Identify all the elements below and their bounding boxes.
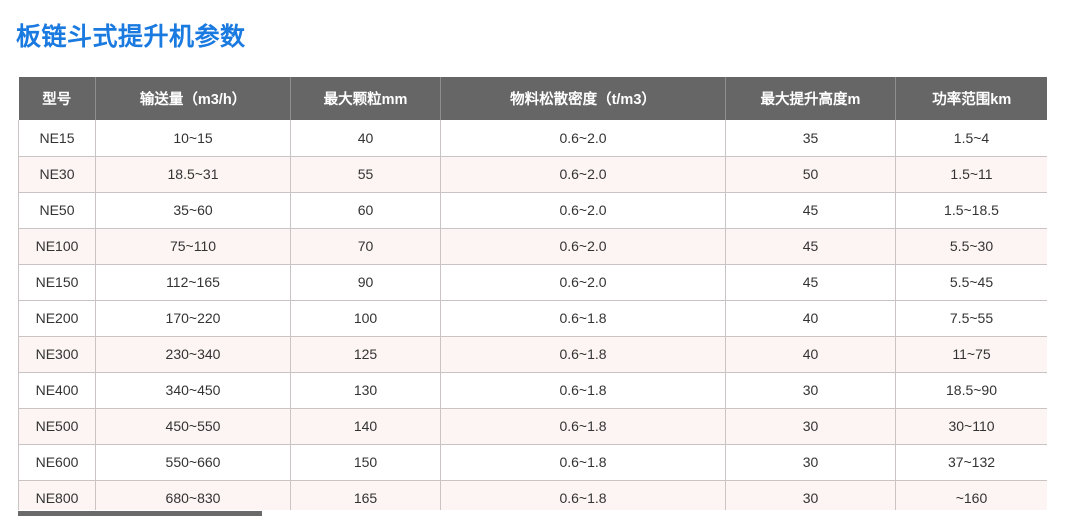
page-title: 板链斗式提升机参数 <box>16 23 246 51</box>
cell-max-particle: 130 <box>290 372 441 409</box>
cell-model: NE100 <box>18 228 96 265</box>
cell-model: NE200 <box>18 300 96 337</box>
cell-max-height: 30 <box>725 444 896 481</box>
cell-model: NE800 <box>18 480 96 510</box>
cell-max-particle: 60 <box>290 192 441 229</box>
cell-model: NE15 <box>18 120 96 157</box>
cell-capacity: 340~450 <box>95 372 291 409</box>
cell-max-height: 30 <box>725 372 896 409</box>
table-row: NE500 450~550 140 0.6~1.8 30 30~110 <box>18 408 1047 445</box>
cell-bulk-density: 0.6~2.0 <box>440 264 726 301</box>
table-header: 型号 输送量（m3/h） 最大颗粒mm 物料松散密度（t/m3） 最大提升高度m… <box>18 77 1047 120</box>
table-body: NE15 10~15 40 0.6~2.0 35 1.5~4 NE30 18.5~31 55 0.… <box>18 120 1047 510</box>
cell-max-particle: 70 <box>290 228 441 265</box>
table-row: NE100 75~110 70 0.6~2.0 45 5.5~30 <box>18 228 1047 265</box>
cell-max-particle: 140 <box>290 408 441 445</box>
cell-power-range: 30~110 <box>895 408 1047 445</box>
cell-capacity: 550~660 <box>95 444 291 481</box>
cell-power-range: 18.5~90 <box>895 372 1047 409</box>
cell-max-height: 30 <box>725 408 896 445</box>
cell-bulk-density: 0.6~1.8 <box>440 372 726 409</box>
spec-table: 型号 输送量（m3/h） 最大颗粒mm 物料松散密度（t/m3） 最大提升高度m… <box>18 77 1047 510</box>
column-header-max-height: 最大提升高度m <box>725 77 896 120</box>
cell-max-particle: 40 <box>290 120 441 157</box>
cell-model: NE30 <box>18 156 96 193</box>
table-header-row: 型号 输送量（m3/h） 最大颗粒mm 物料松散密度（t/m3） 最大提升高度m… <box>18 77 1047 120</box>
cell-model: NE500 <box>18 408 96 445</box>
cell-bulk-density: 0.6~2.0 <box>440 192 726 229</box>
horizontal-scrollbar-track[interactable] <box>18 511 1047 517</box>
cell-bulk-density: 0.6~2.0 <box>440 228 726 265</box>
cell-max-height: 45 <box>725 192 896 229</box>
column-header-bulk-density: 物料松散密度（t/m3） <box>440 77 726 120</box>
cell-capacity: 230~340 <box>95 336 291 373</box>
cell-power-range: 5.5~45 <box>895 264 1047 301</box>
column-header-model: 型号 <box>18 77 96 120</box>
table-row: NE600 550~660 150 0.6~1.8 30 37~132 <box>18 444 1047 481</box>
cell-bulk-density: 0.6~2.0 <box>440 156 726 193</box>
cell-bulk-density: 0.6~2.0 <box>440 120 726 157</box>
cell-capacity: 112~165 <box>95 264 291 301</box>
table-row: NE800 680~830 165 0.6~1.8 30 ~160 <box>18 480 1047 510</box>
cell-max-height: 45 <box>725 264 896 301</box>
cell-model: NE150 <box>18 264 96 301</box>
cell-capacity: 18.5~31 <box>95 156 291 193</box>
table-row: NE300 230~340 125 0.6~1.8 40 11~75 <box>18 336 1047 373</box>
cell-model: NE400 <box>18 372 96 409</box>
cell-max-height: 40 <box>725 300 896 337</box>
cell-capacity: 680~830 <box>95 480 291 510</box>
table-row: NE50 35~60 60 0.6~2.0 45 1.5~18.5 <box>18 192 1047 229</box>
cell-power-range: ~160 <box>895 480 1047 510</box>
cell-power-range: 1.5~11 <box>895 156 1047 193</box>
table-row: NE15 10~15 40 0.6~2.0 35 1.5~4 <box>18 120 1047 157</box>
table-scroll-region[interactable]: 型号 输送量（m3/h） 最大颗粒mm 物料松散密度（t/m3） 最大提升高度m… <box>18 77 1047 510</box>
cell-max-height: 30 <box>725 480 896 510</box>
cell-bulk-density: 0.6~1.8 <box>440 300 726 337</box>
cell-model: NE600 <box>18 444 96 481</box>
cell-capacity: 450~550 <box>95 408 291 445</box>
cell-capacity: 10~15 <box>95 120 291 157</box>
cell-capacity: 75~110 <box>95 228 291 265</box>
column-header-capacity: 输送量（m3/h） <box>95 77 291 120</box>
cell-max-particle: 165 <box>290 480 441 510</box>
cell-power-range: 7.5~55 <box>895 300 1047 337</box>
cell-max-height: 40 <box>725 336 896 373</box>
column-header-power-range: 功率范围km <box>895 77 1047 120</box>
column-header-max-particle: 最大颗粒mm <box>290 77 441 120</box>
cell-max-particle: 150 <box>290 444 441 481</box>
cell-power-range: 11~75 <box>895 336 1047 373</box>
cell-max-particle: 100 <box>290 300 441 337</box>
cell-power-range: 37~132 <box>895 444 1047 481</box>
table-row: NE400 340~450 130 0.6~1.8 30 18.5~90 <box>18 372 1047 409</box>
table-row: NE30 18.5~31 55 0.6~2.0 50 1.5~11 <box>18 156 1047 193</box>
cell-capacity: 35~60 <box>95 192 291 229</box>
cell-bulk-density: 0.6~1.8 <box>440 336 726 373</box>
cell-max-height: 50 <box>725 156 896 193</box>
table-row: NE200 170~220 100 0.6~1.8 40 7.5~55 <box>18 300 1047 337</box>
cell-bulk-density: 0.6~1.8 <box>440 444 726 481</box>
cell-bulk-density: 0.6~1.8 <box>440 480 726 510</box>
horizontal-scrollbar-thumb[interactable] <box>18 511 262 516</box>
cell-power-range: 1.5~4 <box>895 120 1047 157</box>
cell-power-range: 5.5~30 <box>895 228 1047 265</box>
cell-max-particle: 125 <box>290 336 441 373</box>
cell-model: NE300 <box>18 336 96 373</box>
table-row: NE150 112~165 90 0.6~2.0 45 5.5~45 <box>18 264 1047 301</box>
cell-max-particle: 55 <box>290 156 441 193</box>
cell-max-particle: 90 <box>290 264 441 301</box>
cell-power-range: 1.5~18.5 <box>895 192 1047 229</box>
cell-max-height: 45 <box>725 228 896 265</box>
cell-model: NE50 <box>18 192 96 229</box>
cell-capacity: 170~220 <box>95 300 291 337</box>
cell-bulk-density: 0.6~1.8 <box>440 408 726 445</box>
cell-max-height: 35 <box>725 120 896 157</box>
